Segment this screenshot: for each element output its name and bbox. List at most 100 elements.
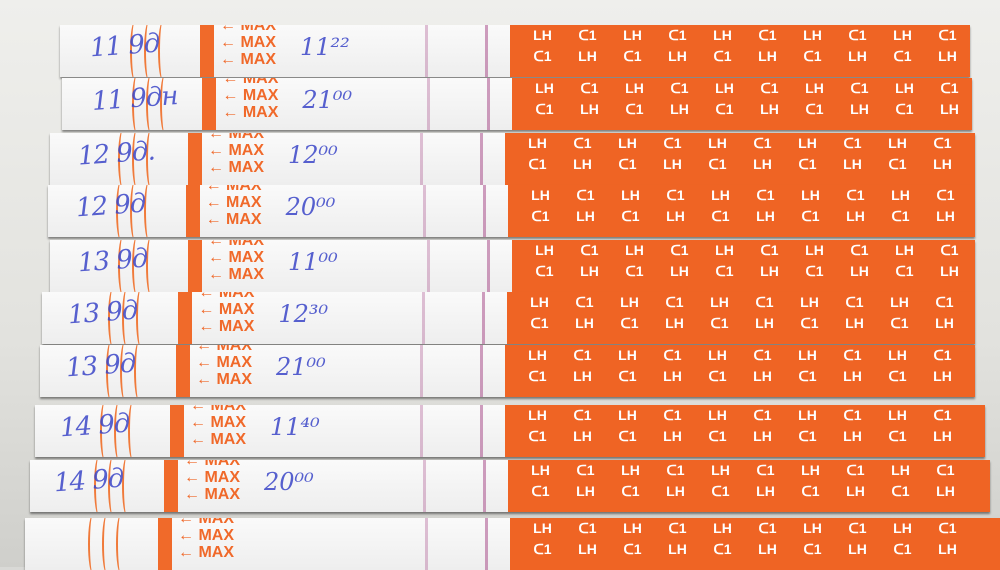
test-line bbox=[423, 185, 426, 237]
lh-brand-text: LH bbox=[936, 208, 955, 224]
max-line-marker: ← MAX bbox=[205, 211, 262, 228]
lh-brand-text: LH bbox=[535, 80, 554, 96]
logo-icon: ᑕ1 bbox=[798, 368, 817, 384]
control-line bbox=[487, 240, 490, 292]
test-line bbox=[425, 25, 428, 77]
strip-handle: ← MAX ← MAX ← MAX 12 9д 20⁰⁰ bbox=[48, 185, 508, 237]
lh-brand-text: LH bbox=[805, 242, 824, 258]
logo-icon: ᑕ1 bbox=[576, 187, 595, 203]
strip-wrapper-pattern: LH ᑕ1 LH ᑕ1 LH ᑕ1 LH ᑕ1 LH ᑕ1 ᑕ1 LH ᑕ1 LH ᑕ1 LH ᑕ1 LH ᑕ1 LH bbox=[510, 25, 970, 77]
wave-lines bbox=[118, 133, 168, 185]
max-line-marker: ← MAX bbox=[178, 518, 235, 527]
orange-band bbox=[185, 185, 200, 237]
lh-brand-text: LH bbox=[708, 407, 727, 423]
logo-icon: ᑕ1 bbox=[798, 428, 817, 444]
lh-brand-text: LH bbox=[670, 101, 689, 117]
wave-lines bbox=[130, 25, 180, 77]
lh-brand-text: LH bbox=[528, 347, 547, 363]
test-strip: ← MAX ← MAX ← MAX LH ᑕ1 LH ᑕ1 LH ᑕ1 LH ᑕ1 LH ᑕ1 ᑕ1 LH… bbox=[25, 518, 1000, 570]
logo-icon: ᑕ1 bbox=[935, 294, 954, 310]
logo-icon: ᑕ1 bbox=[843, 407, 862, 423]
max-line-marker: ← MAX bbox=[196, 345, 253, 354]
lh-brand-text: LH bbox=[798, 347, 817, 363]
logo-icon: ᑕ1 bbox=[528, 428, 547, 444]
logo-icon: ᑕ1 bbox=[888, 156, 907, 172]
control-line bbox=[480, 133, 483, 185]
test-strip: ← MAX ← MAX ← MAX 12 9д. 12⁰⁰ LH ᑕ1 LH ᑕ1 LH ᑕ1 L… bbox=[50, 133, 975, 185]
logo-icon: ᑕ1 bbox=[803, 48, 822, 64]
logo-icon: ᑕ1 bbox=[940, 242, 959, 258]
control-line bbox=[483, 460, 486, 512]
lh-brand-text: LH bbox=[753, 428, 772, 444]
logo-icon: ᑕ1 bbox=[576, 462, 595, 478]
handwritten-time: 20⁰⁰ bbox=[285, 193, 336, 221]
logo-icon: ᑕ1 bbox=[708, 156, 727, 172]
handwritten-date: 11 9дн bbox=[91, 81, 179, 117]
logo-icon: ᑕ1 bbox=[891, 483, 910, 499]
lh-brand-text: LH bbox=[665, 315, 684, 331]
handwritten-time: 12³⁰ bbox=[278, 300, 329, 328]
test-line bbox=[420, 345, 423, 397]
logo-icon: ᑕ1 bbox=[710, 315, 729, 331]
lh-brand-text: LH bbox=[755, 315, 774, 331]
logo-icon: ᑕ1 bbox=[715, 101, 734, 117]
logo-icon: ᑕ1 bbox=[715, 263, 734, 279]
lh-brand-text: LH bbox=[843, 156, 862, 172]
strip-handle: ← MAX ← MAX ← MAX 12 9д. 12⁰⁰ bbox=[50, 133, 505, 185]
strip-handle: ← MAX ← MAX ← MAX 13 9д 11⁰⁰ bbox=[50, 240, 512, 292]
logo-icon: ᑕ1 bbox=[621, 208, 640, 224]
strip-wrapper-pattern: LH ᑕ1 LH ᑕ1 LH ᑕ1 LH ᑕ1 LH ᑕ1 ᑕ1 LH ᑕ1 LH ᑕ1 LH ᑕ1 LH ᑕ1 LH bbox=[512, 78, 972, 130]
control-line bbox=[480, 345, 483, 397]
control-line bbox=[487, 78, 490, 130]
max-line-marker: ← MAX bbox=[208, 133, 265, 142]
wave-lines bbox=[132, 78, 182, 130]
logo-icon: ᑕ1 bbox=[798, 156, 817, 172]
lh-brand-text: LH bbox=[576, 208, 595, 224]
lh-brand-text: LH bbox=[756, 208, 775, 224]
max-line-marker: ← MAX bbox=[220, 25, 277, 34]
max-line-marker: ← MAX bbox=[178, 527, 235, 544]
lh-brand-text: LH bbox=[888, 135, 907, 151]
logo-icon: ᑕ1 bbox=[618, 368, 637, 384]
lh-brand-text: LH bbox=[940, 263, 959, 279]
logo-icon: ᑕ1 bbox=[668, 520, 687, 536]
logo-icon: ᑕ1 bbox=[760, 80, 779, 96]
handwritten-time: 11⁰⁰ bbox=[288, 248, 338, 276]
lh-brand-text: LH bbox=[938, 48, 957, 64]
lh-brand-text: LH bbox=[888, 407, 907, 423]
logo-icon: ᑕ1 bbox=[708, 368, 727, 384]
lh-brand-text: LH bbox=[798, 135, 817, 151]
control-line bbox=[480, 405, 483, 457]
lh-brand-text: LH bbox=[621, 462, 640, 478]
lh-brand-text: LH bbox=[666, 483, 685, 499]
handwritten-date: 12 9д bbox=[74, 188, 146, 224]
logo-icon: ᑕ1 bbox=[713, 48, 732, 64]
lh-brand-text: LH bbox=[531, 462, 550, 478]
wave-lines bbox=[108, 292, 158, 344]
orange-band bbox=[200, 25, 214, 77]
lh-brand-text: LH bbox=[933, 368, 952, 384]
handwritten-date: 12 9д. bbox=[77, 136, 156, 172]
strip-wrapper-pattern: LH ᑕ1 LH ᑕ1 LH ᑕ1 LH ᑕ1 LH ᑕ1 ᑕ1 LH ᑕ1 LH ᑕ1 LH ᑕ1 LH ᑕ1 LH bbox=[505, 345, 975, 397]
max-line-marker: ← MAX bbox=[205, 194, 262, 211]
logo-icon: ᑕ1 bbox=[888, 368, 907, 384]
max-line-marker: ← MAX bbox=[196, 354, 253, 371]
lh-brand-text: LH bbox=[580, 263, 599, 279]
logo-icon: ᑕ1 bbox=[940, 80, 959, 96]
logo-icon: ᑕ1 bbox=[625, 101, 644, 117]
lh-brand-text: LH bbox=[618, 135, 637, 151]
logo-icon: ᑕ1 bbox=[573, 347, 592, 363]
test-line bbox=[427, 240, 430, 292]
lh-brand-text: LH bbox=[893, 27, 912, 43]
logo-icon: ᑕ1 bbox=[670, 242, 689, 258]
lh-brand-text: LH bbox=[530, 294, 549, 310]
logo-icon: ᑕ1 bbox=[843, 135, 862, 151]
lh-brand-text: LH bbox=[663, 368, 682, 384]
test-line bbox=[420, 133, 423, 185]
logo-icon: ᑕ1 bbox=[621, 483, 640, 499]
strip-wrapper-pattern: LH ᑕ1 LH ᑕ1 LH ᑕ1 LH ᑕ1 LH ᑕ1 ᑕ1 LH ᑕ1 LH ᑕ1 LH ᑕ1 LH ᑕ1 LH bbox=[505, 133, 975, 185]
orange-band bbox=[158, 518, 172, 570]
logo-icon: ᑕ1 bbox=[580, 80, 599, 96]
lh-brand-text: LH bbox=[800, 294, 819, 310]
